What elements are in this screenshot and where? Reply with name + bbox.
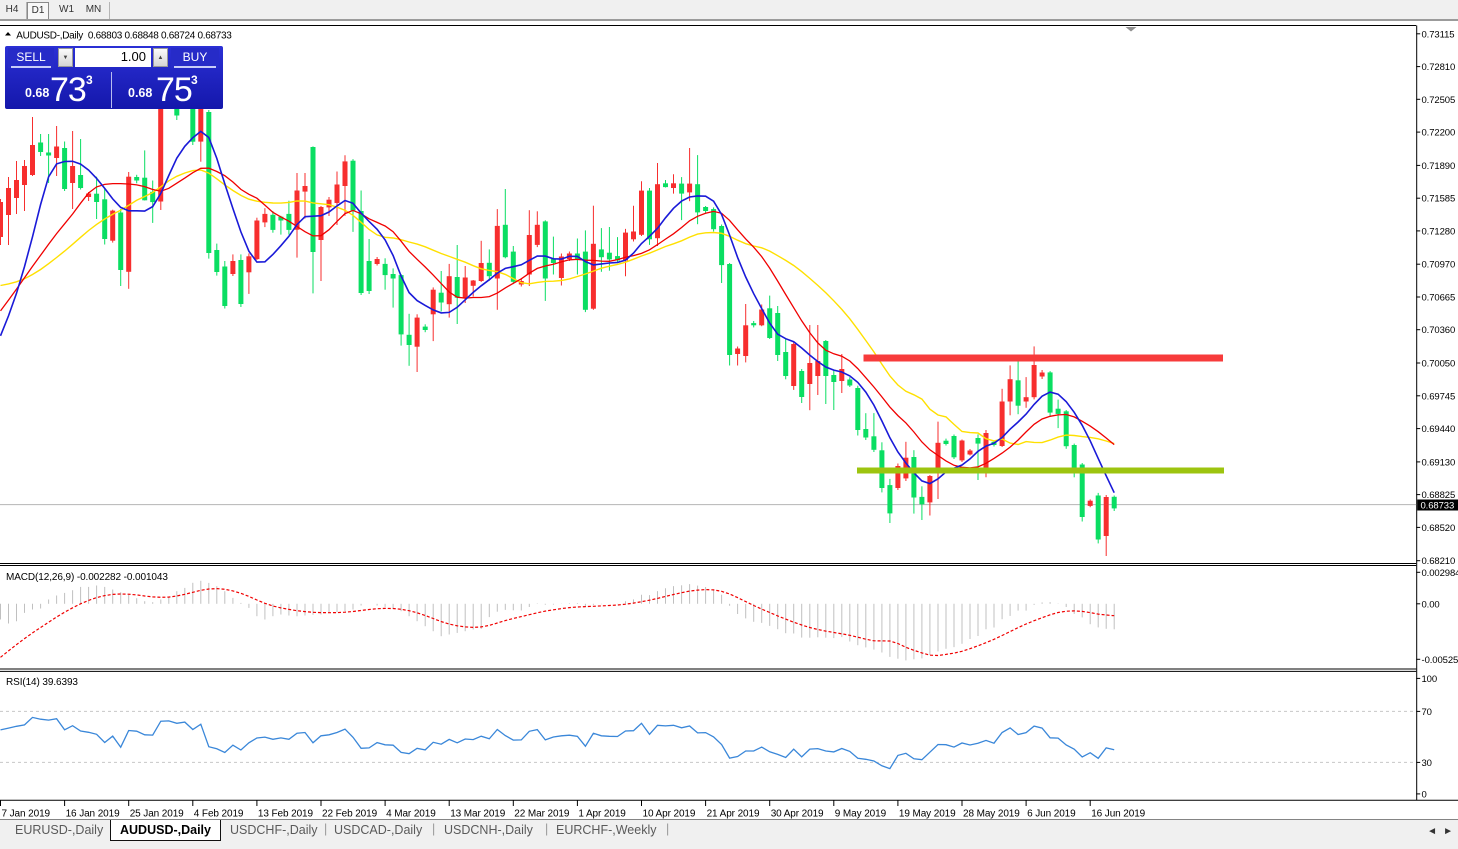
svg-text:0.69440: 0.69440: [1422, 424, 1456, 435]
svg-text:25 Jan 2019: 25 Jan 2019: [130, 809, 184, 820]
svg-text:30: 30: [1422, 758, 1432, 769]
svg-text:0.68210: 0.68210: [1422, 556, 1456, 567]
svg-text:4 Mar 2019: 4 Mar 2019: [386, 809, 436, 820]
svg-text:0.002984: 0.002984: [1422, 568, 1458, 579]
svg-text:0.68520: 0.68520: [1422, 523, 1456, 534]
svg-text:0.72200: 0.72200: [1422, 128, 1456, 139]
svg-text:0.70360: 0.70360: [1422, 325, 1456, 336]
svg-text:4 Feb 2019: 4 Feb 2019: [194, 809, 244, 820]
svg-text:0.71890: 0.71890: [1422, 161, 1456, 172]
svg-text:70: 70: [1422, 707, 1432, 718]
svg-text:0.68825: 0.68825: [1422, 490, 1456, 501]
svg-text:0.72505: 0.72505: [1422, 95, 1456, 106]
svg-text:0.73115: 0.73115: [1422, 29, 1455, 40]
svg-text:0.72810: 0.72810: [1422, 62, 1456, 73]
svg-text:0.68733: 0.68733: [1421, 501, 1455, 512]
svg-text:0.69745: 0.69745: [1422, 391, 1456, 402]
svg-text:13 Mar 2019: 13 Mar 2019: [450, 809, 506, 820]
svg-text:0.70970: 0.70970: [1422, 260, 1456, 271]
svg-text:-0.005256: -0.005256: [1422, 655, 1458, 666]
svg-text:0: 0: [1422, 789, 1427, 800]
svg-text:21 Apr 2019: 21 Apr 2019: [707, 809, 760, 820]
svg-text:13 Feb 2019: 13 Feb 2019: [258, 809, 314, 820]
svg-text:9 May 2019: 9 May 2019: [835, 809, 887, 820]
svg-text:0.71585: 0.71585: [1422, 194, 1456, 205]
svg-text:0.69130: 0.69130: [1422, 457, 1456, 468]
svg-text:10 Apr 2019: 10 Apr 2019: [643, 809, 696, 820]
svg-text:0.71280: 0.71280: [1422, 226, 1456, 237]
svg-text:0.70050: 0.70050: [1422, 359, 1456, 370]
svg-text:30 Apr 2019: 30 Apr 2019: [771, 809, 824, 820]
svg-text:RSI(14) 39.6393: RSI(14) 39.6393: [6, 677, 78, 688]
svg-text:MACD(12,26,9) -0.002282 -0.001: MACD(12,26,9) -0.002282 -0.001043: [6, 572, 168, 583]
svg-text:AUDUSD-,Daily 0.68803 0.68848: AUDUSD-,Daily 0.68803 0.68848 0.68724 0.…: [16, 30, 232, 41]
svg-text:6 Jun 2019: 6 Jun 2019: [1027, 809, 1076, 820]
svg-text:19 May 2019: 19 May 2019: [899, 809, 956, 820]
svg-text:22 Mar 2019: 22 Mar 2019: [514, 809, 570, 820]
svg-text:28 May 2019: 28 May 2019: [963, 809, 1020, 820]
svg-text:16 Jan 2019: 16 Jan 2019: [66, 809, 120, 820]
svg-text:0.00: 0.00: [1422, 599, 1440, 610]
svg-text:100: 100: [1422, 674, 1438, 685]
svg-text:7 Jan 2019: 7 Jan 2019: [2, 809, 51, 820]
svg-text:22 Feb 2019: 22 Feb 2019: [322, 809, 378, 820]
svg-text:16 Jun 2019: 16 Jun 2019: [1091, 809, 1145, 820]
svg-text:1 Apr 2019: 1 Apr 2019: [578, 809, 626, 820]
svg-text:0.70665: 0.70665: [1422, 293, 1456, 304]
